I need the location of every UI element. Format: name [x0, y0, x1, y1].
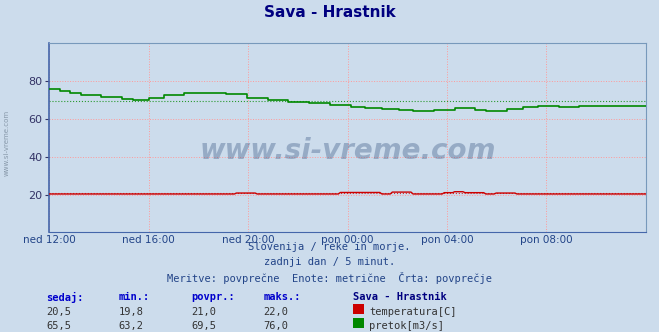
- Text: 65,5: 65,5: [46, 321, 71, 331]
- Text: 20,5: 20,5: [46, 307, 71, 317]
- Text: pretok[m3/s]: pretok[m3/s]: [369, 321, 444, 331]
- Text: temperatura[C]: temperatura[C]: [369, 307, 457, 317]
- Text: min.:: min.:: [119, 292, 150, 302]
- Text: sedaj:: sedaj:: [46, 292, 84, 303]
- Text: www.si-vreme.com: www.si-vreme.com: [3, 110, 10, 176]
- Text: zadnji dan / 5 minut.: zadnji dan / 5 minut.: [264, 257, 395, 267]
- Text: 69,5: 69,5: [191, 321, 216, 331]
- Text: Sava - Hrastnik: Sava - Hrastnik: [353, 292, 446, 302]
- Text: Sava - Hrastnik: Sava - Hrastnik: [264, 5, 395, 20]
- Text: 63,2: 63,2: [119, 321, 144, 331]
- Text: Meritve: povprečne  Enote: metrične  Črta: povprečje: Meritve: povprečne Enote: metrične Črta:…: [167, 272, 492, 284]
- Text: 19,8: 19,8: [119, 307, 144, 317]
- Text: povpr.:: povpr.:: [191, 292, 235, 302]
- Text: Slovenija / reke in morje.: Slovenija / reke in morje.: [248, 242, 411, 252]
- Text: maks.:: maks.:: [264, 292, 301, 302]
- Text: 21,0: 21,0: [191, 307, 216, 317]
- Text: www.si-vreme.com: www.si-vreme.com: [200, 137, 496, 165]
- Text: 76,0: 76,0: [264, 321, 289, 331]
- Text: 22,0: 22,0: [264, 307, 289, 317]
